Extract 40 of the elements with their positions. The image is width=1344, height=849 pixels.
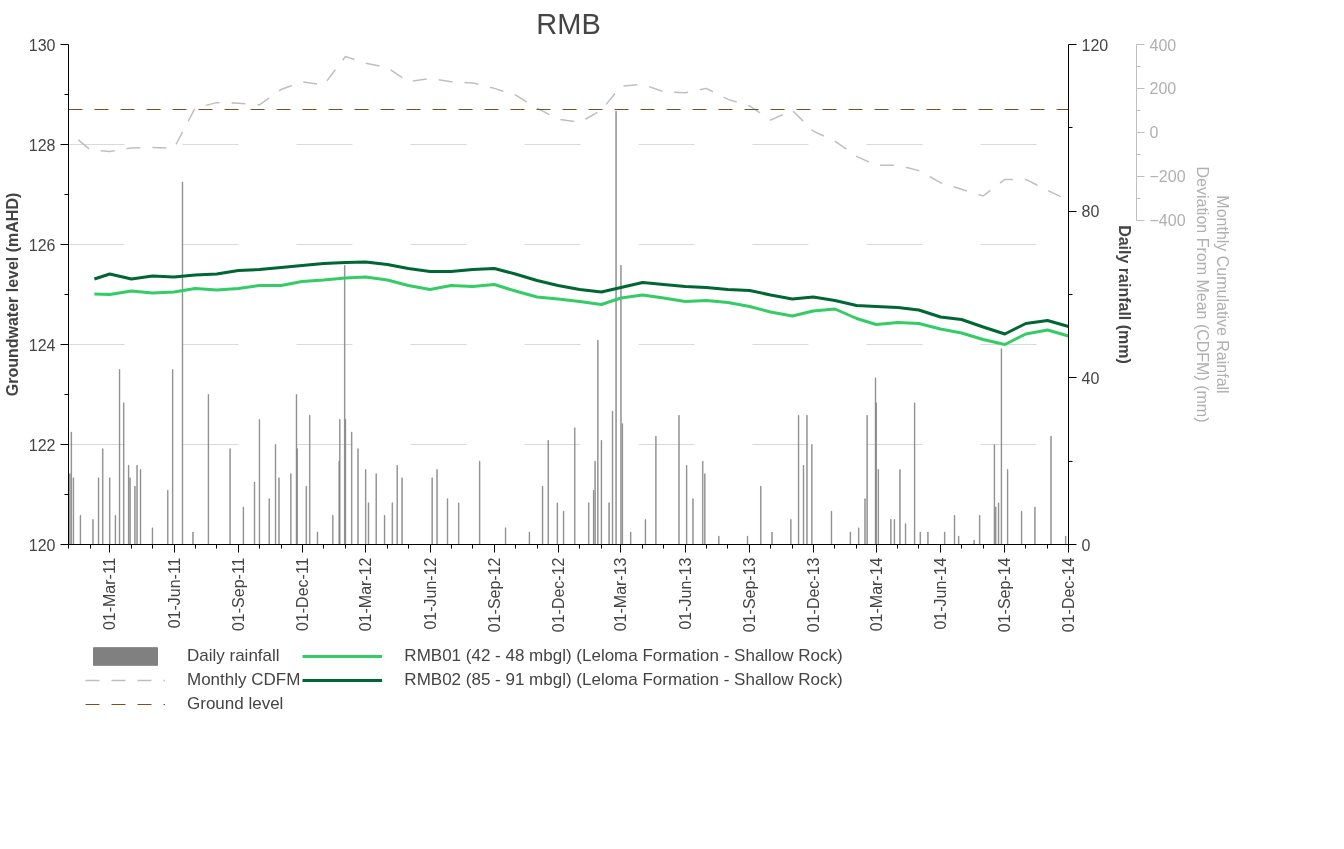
x-tick-label: 01-Dec-13 (804, 557, 822, 633)
x-tick-label: 01-Jun-11 (165, 557, 183, 629)
x-tick-label: 01-Mar-13 (612, 557, 630, 632)
x-tick-label: 01-Jun-13 (676, 557, 694, 630)
x-tick-label: 01-Mar-11 (101, 557, 119, 631)
y3-axis-title: Monthly Cumulative Rainfall Deviation From Mean (CDFM) (mm) (1193, 166, 1231, 423)
y-tick-label: 126 (28, 236, 56, 254)
x-tick-label: 01-Dec-11 (293, 557, 311, 632)
chart-title: RMB (536, 7, 601, 40)
y-tick-label: 120 (28, 536, 56, 554)
x-tick-label: 01-Sep-11 (229, 557, 247, 632)
x-tick-label: 01-Sep-13 (741, 557, 759, 633)
x-tick-label: 01-Sep-12 (485, 557, 503, 633)
y3-tick-label: 400 (1149, 36, 1177, 54)
y-tick-label: 130 (28, 36, 56, 54)
x-tick-label: 01-Mar-12 (357, 557, 375, 632)
y3-tick-label: −400 (1149, 212, 1186, 229)
x-tick-label: 01-Jun-12 (421, 557, 439, 630)
y3-tick-label: 0 (1149, 124, 1159, 142)
y-tick-label: 128 (28, 136, 56, 154)
x-tick-label: 01-Dec-12 (549, 557, 567, 633)
x-tick-label: 01-Dec-14 (1060, 557, 1077, 633)
y3-tick-label: 200 (1149, 80, 1177, 98)
legend-label: Ground level (187, 694, 284, 714)
x-tick-label: 01-Mar-14 (867, 557, 885, 632)
x-tick-label: 01-Sep-14 (996, 557, 1014, 633)
legend-label: Daily rainfall (187, 646, 280, 666)
legend-label: RMB02 (85 - 91 mbgl) (Leloma Formation - Shallow Rock) (404, 670, 843, 690)
y2-tick-label: 40 (1081, 369, 1100, 387)
legend-label: Monthly CDFM (187, 670, 301, 690)
y2-tick-label: 120 (1081, 36, 1109, 54)
y2-tick-label: 0 (1081, 536, 1091, 554)
x-tick-label: 01-Jun-14 (932, 557, 950, 630)
y3-tick-label: −200 (1149, 168, 1186, 186)
legend-label: RMB01 (42 - 48 mbgl) (Leloma Formation - Shallow Rock) (404, 646, 843, 666)
y-tick-label: 124 (28, 336, 56, 354)
y2-axis-title: Daily rainfall (mm) (1116, 225, 1134, 364)
y-axis-title: Groundwater level (mAHD) (3, 192, 21, 397)
y2-tick-label: 80 (1081, 203, 1100, 221)
y-tick-label: 122 (28, 436, 56, 454)
